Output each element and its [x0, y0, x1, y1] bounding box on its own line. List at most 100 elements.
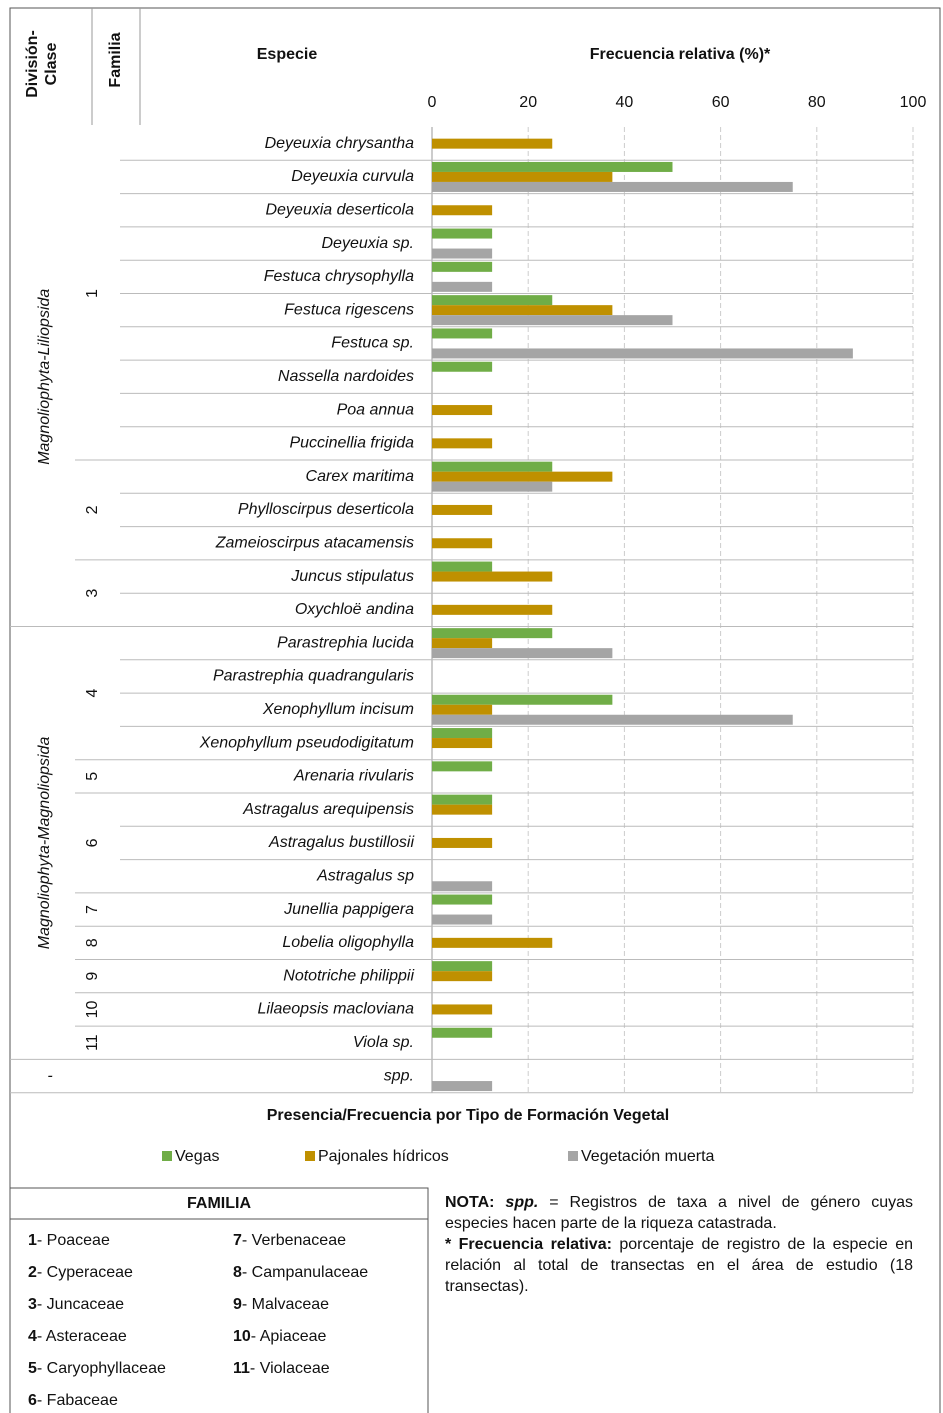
familia-item: 4- Asteraceae [28, 1328, 127, 1345]
familia-label: 2 [84, 505, 101, 514]
bar [432, 1027, 493, 1038]
familia-item: 3- Juncaceae [28, 1296, 124, 1313]
familia-label: 5 [84, 772, 101, 781]
familia-item: 5- Caryophyllaceae [28, 1360, 166, 1377]
familia-number: 7 [233, 1232, 242, 1249]
species-label: Astragalus bustillosii [268, 834, 414, 851]
bar [432, 181, 793, 192]
species-label: Juncus stipulatus [290, 568, 414, 585]
bar [432, 728, 493, 739]
familia-item: 8- Campanulaceae [233, 1264, 368, 1281]
bar [432, 228, 493, 239]
bar [432, 571, 553, 582]
species-label: Parastrephia lucida [277, 634, 414, 651]
familia-name: - Juncaceae [37, 1296, 124, 1313]
familia-number: 10 [233, 1328, 251, 1345]
division-label: Magnoliophyta-Magnoliopsida [36, 737, 53, 950]
familia-item: 10- Apiaceae [233, 1328, 327, 1345]
legend-swatch [305, 1151, 315, 1161]
chart-title: Frecuencia relativa (%)* [590, 46, 771, 63]
x-tick-label: 40 [616, 94, 634, 111]
legend-label: Vegas [175, 1148, 219, 1165]
familia-name: - Malvaceae [242, 1296, 329, 1313]
bar [432, 704, 493, 715]
note-term: spp. [505, 1194, 539, 1211]
bar [432, 538, 493, 549]
species-label: Viola sp. [353, 1034, 414, 1051]
familia-item: 7- Verbenaceae [233, 1232, 346, 1249]
x-axis-title: Presencia/Frecuencia por Tipo de Formaci… [267, 1107, 670, 1124]
x-tick-label: 0 [428, 94, 437, 111]
x-tick-label: 60 [712, 94, 730, 111]
species-label: Astragalus sp [316, 867, 414, 884]
bar [432, 281, 493, 292]
legend-swatch [568, 1151, 578, 1161]
species-label: Junellia pappigera [283, 901, 414, 918]
species-label: Lobelia oligophylla [282, 934, 414, 951]
bar [432, 604, 553, 615]
species-label: Astragalus arequipensis [242, 801, 414, 818]
familia-number: 4 [28, 1328, 37, 1345]
division-label: Magnoliophyta-Liliopsida [36, 289, 53, 465]
bar [432, 794, 493, 805]
familia-number: 3 [28, 1296, 37, 1313]
bar [432, 761, 493, 772]
bar [432, 738, 493, 749]
bar [432, 205, 493, 216]
bar [432, 348, 853, 359]
bar [432, 248, 493, 259]
familia-name: - Fabaceae [37, 1392, 118, 1409]
familia-box [9, 1187, 429, 1413]
familia-number: 11 [233, 1360, 250, 1377]
bar [432, 648, 613, 659]
bar [432, 461, 553, 472]
frame [9, 7, 941, 1413]
species-label: Lilaeopsis macloviana [257, 1001, 414, 1018]
species-label: Nassella nardoides [278, 368, 414, 385]
familia-name: - Asteraceae [37, 1328, 127, 1345]
species-label: Poa annua [337, 401, 415, 418]
bar [432, 961, 493, 972]
bar [432, 481, 553, 492]
familia-item: 9- Malvaceae [233, 1296, 329, 1313]
legend-swatch [162, 1151, 172, 1161]
note-text: porcentaje de registro de la especie en … [445, 1236, 913, 1295]
bar [432, 804, 493, 815]
species-label: Xenophyllum incisum [262, 701, 414, 718]
bar [432, 438, 493, 449]
species-label: Deyeuxia curvula [291, 168, 414, 185]
familia-name: - Verbenaceae [242, 1232, 346, 1249]
x-tick-label: 100 [900, 94, 927, 111]
species-label: Xenophyllum pseudodigitatum [199, 734, 414, 751]
familia-name: - Campanulaceae [242, 1264, 368, 1281]
bar [432, 295, 553, 306]
species-label: Deyeuxia sp. [322, 235, 415, 252]
bar [432, 894, 493, 905]
bar [432, 471, 613, 482]
familia-name: - Caryophyllaceae [37, 1360, 166, 1377]
familia-number: 2 [28, 1264, 37, 1281]
bar [432, 638, 493, 649]
x-tick-label: 80 [808, 94, 826, 111]
bar [432, 694, 613, 705]
familia-number: 5 [28, 1360, 37, 1377]
bar [432, 937, 553, 948]
bar [432, 305, 613, 316]
species-label: spp. [384, 1067, 414, 1084]
species-label: Phylloscirpus deserticola [238, 501, 414, 518]
x-tick-label: 20 [519, 94, 537, 111]
division-header: División- Clase [24, 30, 60, 98]
familia-title: FAMILIA [187, 1195, 251, 1212]
familia-name: - Poaceae [37, 1232, 110, 1249]
familia-name: - Violaceae [250, 1360, 330, 1377]
familia-label: 3 [84, 589, 101, 598]
familia-label: 10 [84, 1000, 101, 1018]
bar [432, 881, 493, 892]
familia-label: 7 [84, 905, 101, 914]
species-label: Deyeuxia deserticola [265, 201, 414, 218]
note: NOTA: spp. = Registros de taxa a nivel d… [445, 1192, 913, 1297]
familia-name: - Cyperaceae [37, 1264, 133, 1281]
species-label: Carex maritima [306, 468, 415, 485]
species-label: Nototriche philippii [283, 967, 414, 984]
